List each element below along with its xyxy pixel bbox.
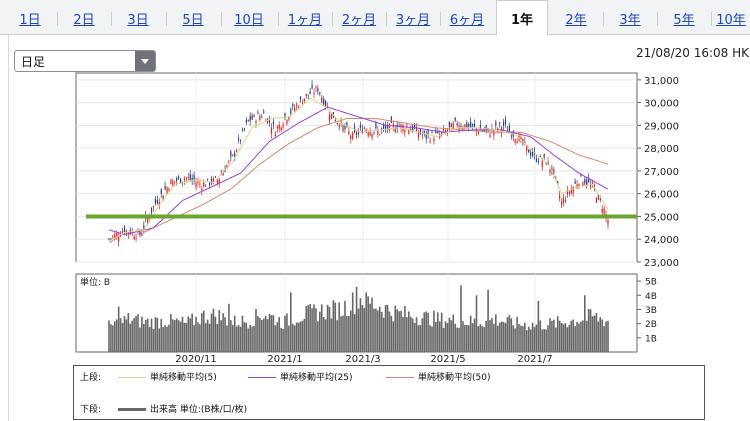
period-tab-bar: 1日 2日 3日 5日 10日 1ヶ月 2ヶ月 3ヶ月 6ヶ月 1年 2年 3年 5年 10年 [0,0,750,36]
tab-2[interactable]: 3日 [127,13,149,28]
tab-separator [386,12,387,26]
tab-9[interactable]: 1年 [496,0,548,36]
ma5-swatch [118,377,146,378]
tab-4[interactable]: 10日 [234,13,264,28]
tab-13[interactable]: 10年 [716,13,746,28]
period-select[interactable]: 日足 [14,50,156,72]
tab-11[interactable]: 3年 [619,13,641,28]
tab-separator [221,12,222,26]
tab-separator [57,12,58,26]
legend-upper-label: 上段: [80,373,102,383]
tab-7[interactable]: 3ヶ月 [395,13,431,28]
tab-separator [657,12,658,26]
legend-ma25: 単純移動平均(25) [248,370,352,383]
chart-legend: 上段: 単純移動平均(5) 単純移動平均(25) 単純移動平均(50) 下段: … [73,365,705,420]
legend-lower-label: 下段: [80,405,102,415]
timestamp: 21/08/20 16:08 HK [636,46,749,60]
tab-3[interactable]: 5日 [182,13,204,28]
tab-separator [111,12,112,26]
tab-separator [440,12,441,26]
tab-0[interactable]: 1日 [19,13,41,28]
legend-volume: 出来高 単位:(B株/口/枚) [118,402,247,415]
tab-separator [332,12,333,26]
chevron-down-icon [141,59,149,64]
legend-ma50: 単純移動平均(50) [386,370,490,383]
tab-10[interactable]: 2年 [565,13,587,28]
tab-separator [603,12,604,26]
legend-ma50-label: 単純移動平均(50) [418,373,491,383]
tab-separator [711,12,712,26]
dropdown-button[interactable] [135,51,155,71]
tab-separator [278,12,279,26]
tab-1[interactable]: 2日 [73,13,95,28]
tab-separator [166,12,167,26]
tab-8[interactable]: 6ヶ月 [449,13,485,28]
ma50-swatch [386,377,414,378]
legend-ma5: 単純移動平均(5) [118,370,217,383]
volume-swatch [118,408,146,411]
legend-ma25-label: 単純移動平均(25) [280,373,353,383]
legend-ma5-label: 単純移動平均(5) [150,373,217,383]
ma25-swatch [248,377,276,378]
chart-panel [8,35,750,421]
period-select-value: 日足 [21,55,46,69]
tab-5[interactable]: 1ヶ月 [287,13,323,28]
tab-12[interactable]: 5年 [673,13,695,28]
tab-6[interactable]: 2ヶ月 [341,13,377,28]
legend-volume-label: 出来高 単位:(B株/口/枚) [150,405,248,415]
